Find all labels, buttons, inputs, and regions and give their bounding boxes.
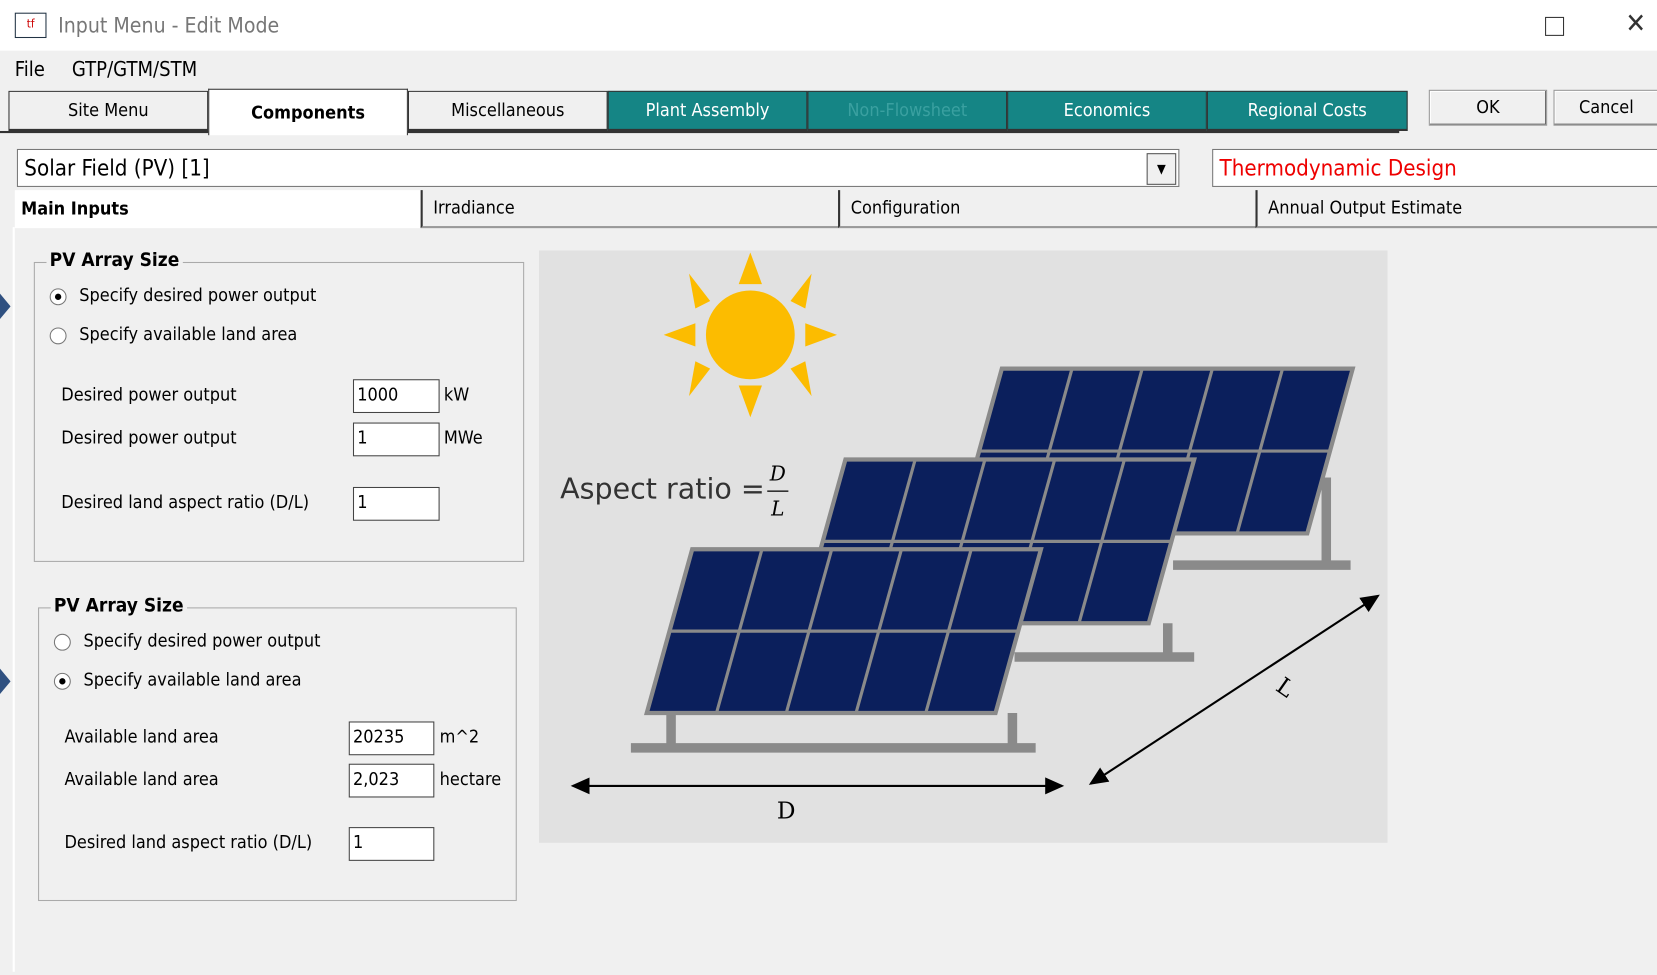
tab[interactable]: Miscellaneous [407, 90, 608, 131]
field-label: Desired land aspect ratio (D/L) [61, 492, 310, 514]
radio-label: Specify desired power output [79, 285, 317, 307]
subtab[interactable]: Configuration [838, 190, 1256, 229]
field-label: Desired power output [61, 427, 237, 449]
radio-button[interactable] [53, 633, 71, 651]
aspect-denominator: L [770, 496, 784, 520]
text-input[interactable]: 1 [352, 486, 440, 521]
radio-label: Specify desired power output [83, 630, 321, 652]
tab[interactable]: Non-Flowsheet [807, 90, 1008, 131]
cancel-button[interactable]: Cancel [1553, 89, 1657, 126]
tab[interactable]: Components [208, 88, 408, 136]
unit-label: m^2 [439, 726, 480, 748]
select-text: Thermodynamic Design [1219, 155, 1457, 181]
subtab[interactable]: Irradiance [420, 190, 839, 229]
text-input[interactable]: 1 [352, 422, 440, 457]
app-icon: tf [14, 12, 47, 39]
mode-select[interactable]: Thermodynamic Design [1212, 148, 1657, 187]
tab[interactable]: Regional Costs [1206, 90, 1408, 131]
text-input[interactable]: 1 [348, 827, 435, 861]
text-input[interactable]: 2,023 [348, 763, 435, 798]
aspect-label: Aspect ratio = [560, 473, 765, 506]
select-text: Solar Field (PV) [1] [24, 155, 210, 181]
text-input[interactable]: 20235 [348, 721, 435, 756]
dropdown-arrow[interactable]: ▼ [1146, 153, 1177, 185]
unit-label: MWe [443, 427, 483, 449]
subtab[interactable]: Main Inputs [14, 190, 421, 229]
side-markers [0, 293, 11, 694]
close-button[interactable]: ✕ [1625, 8, 1647, 41]
menu-item[interactable]: File [14, 58, 45, 82]
panel [12, 227, 1657, 972]
radio-button[interactable] [49, 327, 67, 345]
radio-label: Specify available land area [79, 324, 298, 346]
component-select[interactable]: Solar Field (PV) [1] ▼ [16, 148, 1180, 187]
field-label: Desired power output [61, 384, 237, 406]
group-title: PV Array Size [46, 249, 183, 272]
title-bar [0, 0, 1657, 51]
aspect-numerator: D [769, 462, 786, 486]
tab[interactable]: Plant Assembly [607, 90, 808, 131]
group-box [38, 607, 517, 902]
diagram: D L Aspect ratio = D L [538, 250, 1388, 843]
subtab[interactable]: Annual Output Estimate [1255, 190, 1657, 229]
group-title: PV Array Size [50, 594, 187, 617]
tab-line [0, 130, 1400, 139]
radio-button[interactable] [49, 288, 67, 306]
l-arrow [1088, 594, 1380, 785]
text-input[interactable]: 1000 [352, 379, 440, 414]
window-title: Input Menu - Edit Mode [58, 12, 280, 39]
radio-button[interactable] [53, 672, 71, 690]
radio-label: Specify available land area [83, 669, 302, 691]
menu-item[interactable]: GTP/GTM/STM [71, 58, 198, 82]
field-label: Desired land aspect ratio (D/L) [64, 832, 313, 854]
ok-button[interactable]: OK [1428, 89, 1548, 126]
unit-label: hectare [439, 768, 502, 791]
maximize-button[interactable] [1545, 16, 1565, 36]
d-label: D [777, 798, 796, 825]
sun [663, 252, 837, 418]
unit-label: kW [443, 384, 470, 406]
group-box [33, 261, 525, 562]
field-label: Available land area [64, 726, 219, 748]
field-label: Available land area [64, 768, 219, 791]
tab[interactable]: Site Menu [8, 90, 209, 131]
tab[interactable]: Economics [1007, 90, 1207, 131]
